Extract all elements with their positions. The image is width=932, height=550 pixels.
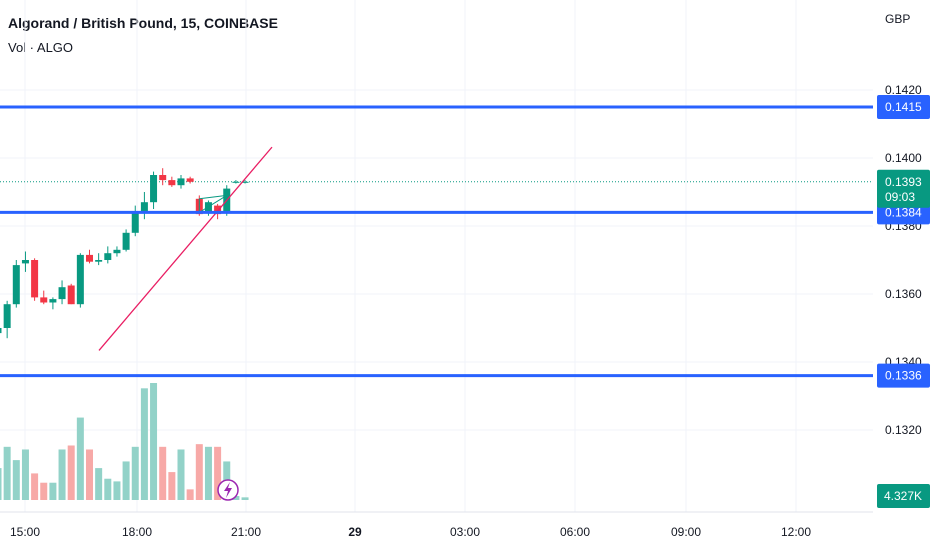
price-tag xyxy=(877,363,930,388)
volume-tag xyxy=(877,484,930,508)
volume-bar xyxy=(86,449,93,500)
currency-label: GBP xyxy=(885,12,911,26)
volume-bar xyxy=(232,496,240,500)
volume-bar xyxy=(204,446,212,500)
x-tick-label: 18:00 xyxy=(122,525,152,539)
volume-bar xyxy=(40,482,48,500)
candle-body xyxy=(186,178,194,182)
volume-bar xyxy=(122,461,130,500)
candle-body xyxy=(150,175,158,203)
candle-body xyxy=(131,212,139,233)
volume-bar xyxy=(113,481,121,500)
candle-body xyxy=(12,265,20,305)
volume-indicator-label[interactable]: Vol · ALGO xyxy=(8,40,74,55)
candle-body xyxy=(21,260,29,264)
volume-bar xyxy=(140,388,148,500)
candle-body xyxy=(241,181,249,183)
volume-bar xyxy=(12,460,20,500)
volume-bar xyxy=(131,446,139,500)
x-tick-label: 06:00 xyxy=(560,525,590,539)
candle-body xyxy=(168,180,176,186)
candle-body xyxy=(0,328,2,334)
x-tick-label: 09:00 xyxy=(671,525,701,539)
volume-bar xyxy=(186,489,194,500)
y-tick-label: 0.1420 xyxy=(885,83,922,97)
candle-body xyxy=(3,304,11,328)
volume-bar xyxy=(0,468,2,500)
trend-line[interactable] xyxy=(98,146,273,351)
drawn-triangle[interactable] xyxy=(198,194,228,214)
candle-body xyxy=(232,181,240,183)
volume-bar xyxy=(177,449,185,500)
horizontal-line-price: 0.1384 xyxy=(885,205,922,219)
last-price-value: 0.1393 xyxy=(885,175,922,189)
x-tick-label: 15:00 xyxy=(10,525,40,539)
candle-body xyxy=(95,260,103,262)
candle-body xyxy=(122,232,130,250)
y-tick-label: 0.1400 xyxy=(885,151,922,165)
x-tick-label: 29 xyxy=(348,525,362,539)
flash-icon-bolt xyxy=(224,482,232,498)
chart-title: Algorand / British Pound, 15, COINBASE xyxy=(8,15,278,31)
horizontal-line-price: 0.1336 xyxy=(885,369,922,383)
candle-body xyxy=(159,175,167,181)
candle-body xyxy=(31,260,39,298)
candle-body xyxy=(58,287,66,300)
volume-bar xyxy=(31,473,39,500)
volume-bar xyxy=(195,444,203,500)
volume-bar xyxy=(67,445,75,500)
candle-body xyxy=(86,254,93,262)
volume-bar xyxy=(159,446,167,500)
x-tick-label: 03:00 xyxy=(450,525,480,539)
horizontal-line-price: 0.1415 xyxy=(885,100,922,114)
volume-bar xyxy=(49,482,57,500)
price-tag xyxy=(877,95,930,119)
candle-body xyxy=(67,285,75,305)
volume-bar xyxy=(241,497,249,500)
volume-bar xyxy=(168,472,176,500)
y-tick-label: 0.1360 xyxy=(885,287,922,301)
candle-body xyxy=(40,297,48,303)
last-price-tag xyxy=(877,169,930,208)
volume-bar xyxy=(21,449,29,500)
x-tick-label: 21:00 xyxy=(231,525,261,539)
volume-bar xyxy=(95,468,103,500)
candle-body xyxy=(177,178,185,186)
volume-bar xyxy=(214,446,222,500)
volume-bar xyxy=(76,417,84,500)
volume-last-value: 4.327K xyxy=(884,489,922,503)
volume-bar xyxy=(150,383,158,500)
bar-countdown: 09:03 xyxy=(885,190,915,204)
candle-body xyxy=(140,202,148,213)
volume-bar xyxy=(104,478,112,500)
candle-body xyxy=(214,205,222,215)
candle-body xyxy=(104,253,112,260)
candle-body xyxy=(76,254,84,305)
y-tick-label: 0.1320 xyxy=(885,423,922,437)
x-tick-label: 12:00 xyxy=(781,525,811,539)
volume-bar xyxy=(58,449,66,500)
volume-bar xyxy=(3,446,11,500)
candle-body xyxy=(49,299,57,303)
candle-body xyxy=(113,249,121,254)
